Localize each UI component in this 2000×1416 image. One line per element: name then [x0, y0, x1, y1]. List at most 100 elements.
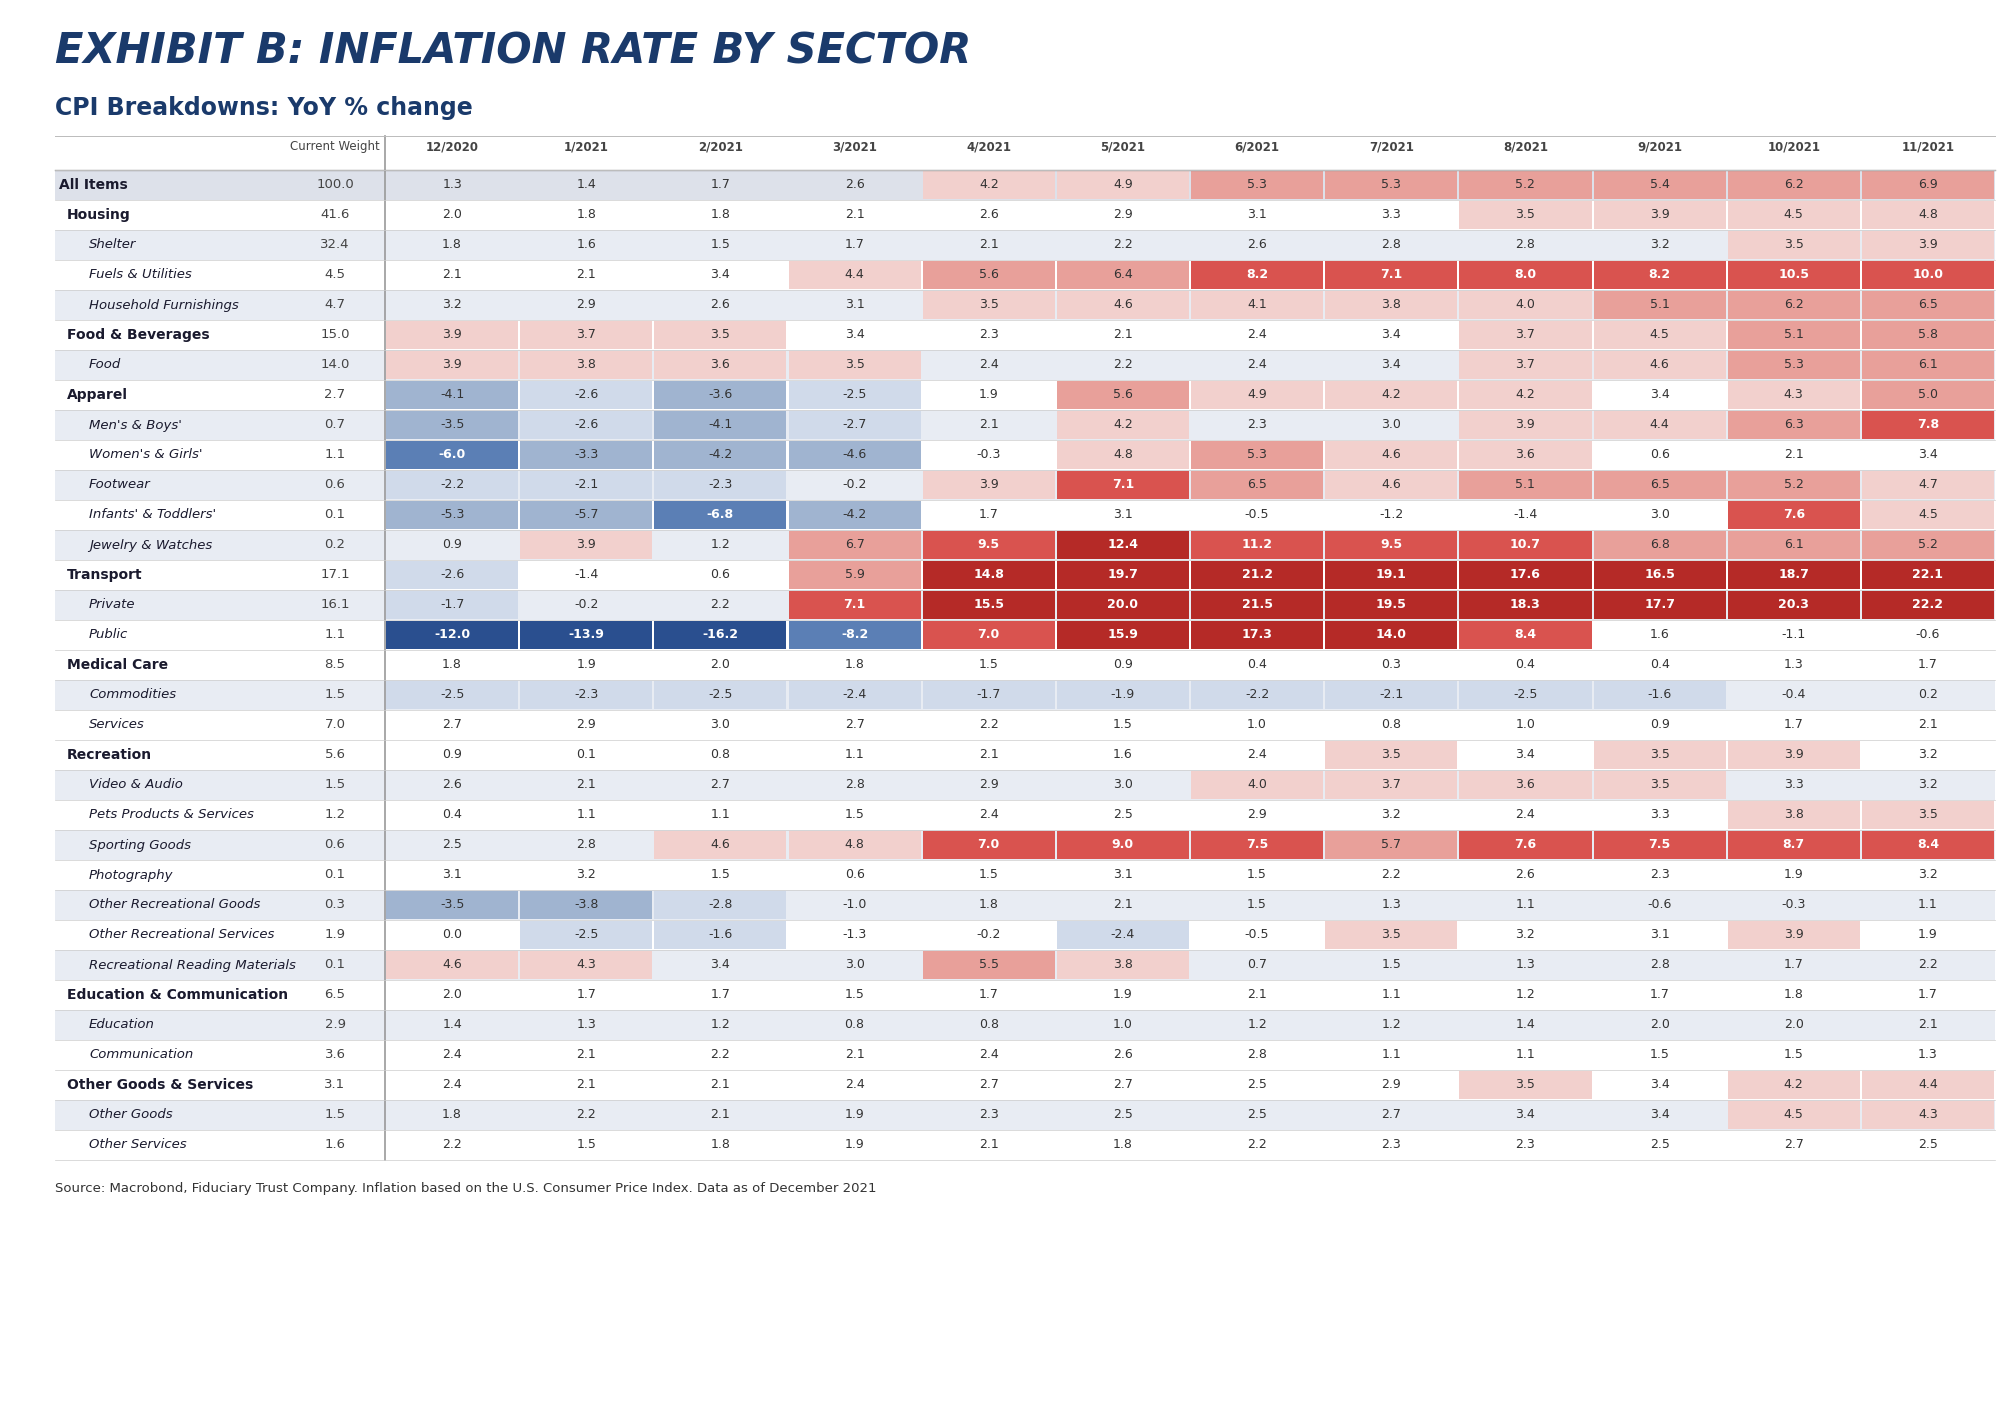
Bar [1728, 920, 1860, 949]
Text: 2.3: 2.3 [1516, 1138, 1536, 1151]
Text: 2.8: 2.8 [1248, 1048, 1268, 1062]
Text: 0.4: 0.4 [1650, 658, 1670, 671]
Bar [1862, 501, 1994, 530]
Text: 6.5: 6.5 [1248, 479, 1268, 491]
Bar [1056, 381, 1188, 409]
Text: 4.6: 4.6 [1114, 299, 1132, 312]
Text: 4.4: 4.4 [844, 269, 864, 282]
Bar [1326, 622, 1458, 649]
Text: -2.4: -2.4 [842, 688, 866, 701]
Bar [1460, 561, 1592, 589]
Text: 3.2: 3.2 [1918, 868, 1938, 882]
Bar [1862, 1070, 1994, 1099]
Bar [1728, 261, 1860, 289]
Text: 1.4: 1.4 [442, 1018, 462, 1031]
Text: 5.0: 5.0 [1918, 388, 1938, 402]
Text: 2.6: 2.6 [844, 178, 864, 191]
Text: 0.3: 0.3 [324, 899, 346, 912]
Text: 9.5: 9.5 [978, 538, 1000, 551]
Text: -0.5: -0.5 [1244, 929, 1270, 942]
Bar [654, 920, 786, 949]
Text: 4/2021: 4/2021 [966, 140, 1012, 153]
Text: 2.1: 2.1 [1114, 899, 1132, 912]
Text: 2.4: 2.4 [978, 1048, 998, 1062]
Bar [922, 681, 1054, 709]
Text: 14.8: 14.8 [974, 568, 1004, 582]
Text: 100.0: 100.0 [316, 178, 354, 191]
Text: 2.6: 2.6 [978, 208, 998, 221]
Text: 2.2: 2.2 [1918, 959, 1938, 971]
Text: 16.1: 16.1 [320, 599, 350, 612]
Text: 0.4: 0.4 [1248, 658, 1268, 671]
Text: 4.6: 4.6 [1382, 449, 1402, 462]
Text: Pets Products & Services: Pets Products & Services [88, 809, 254, 821]
Text: -1.7: -1.7 [440, 599, 464, 612]
Text: -0.2: -0.2 [976, 929, 1000, 942]
Text: 3.5: 3.5 [1516, 208, 1536, 221]
Text: 2.9: 2.9 [324, 1018, 346, 1031]
Text: 2.4: 2.4 [442, 1048, 462, 1062]
Text: 1.7: 1.7 [1784, 718, 1804, 732]
Text: 3.3: 3.3 [1650, 809, 1670, 821]
Text: 0.9: 0.9 [1112, 658, 1132, 671]
Bar [56, 860, 1996, 891]
Bar [1862, 831, 1994, 860]
Text: 2.5: 2.5 [1248, 1109, 1268, 1121]
Text: -2.5: -2.5 [1514, 688, 1538, 701]
Text: 1.8: 1.8 [710, 208, 730, 221]
Text: -3.3: -3.3 [574, 449, 598, 462]
Text: -0.2: -0.2 [574, 599, 598, 612]
Text: 10.5: 10.5 [1778, 269, 1810, 282]
Text: 2.2: 2.2 [710, 599, 730, 612]
Text: 2.0: 2.0 [1784, 1018, 1804, 1031]
Text: 5.9: 5.9 [844, 568, 864, 582]
Bar [1862, 381, 1994, 409]
Text: 10.0: 10.0 [1912, 269, 1944, 282]
Text: 6.1: 6.1 [1784, 538, 1804, 551]
Text: Infants' & Toddlers': Infants' & Toddlers' [88, 508, 216, 521]
Text: -2.5: -2.5 [574, 929, 598, 942]
Bar [386, 681, 518, 709]
Bar [56, 590, 1996, 620]
Text: Footwear: Footwear [88, 479, 150, 491]
Bar [1326, 440, 1458, 469]
Text: -4.1: -4.1 [708, 419, 732, 432]
Text: 4.8: 4.8 [1112, 449, 1132, 462]
Text: 5.3: 5.3 [1784, 358, 1804, 371]
Bar [386, 321, 518, 348]
Bar [1056, 952, 1188, 978]
Text: 12.4: 12.4 [1108, 538, 1138, 551]
Text: 1.8: 1.8 [442, 658, 462, 671]
Bar [56, 379, 1996, 411]
Text: 15.0: 15.0 [320, 329, 350, 341]
Text: 1.5: 1.5 [1650, 1048, 1670, 1062]
Bar [1460, 681, 1592, 709]
Text: 1.5: 1.5 [1382, 959, 1402, 971]
Text: 2.1: 2.1 [844, 208, 864, 221]
Bar [788, 411, 920, 439]
Text: 2.5: 2.5 [1112, 809, 1132, 821]
Text: 5.1: 5.1 [1784, 329, 1804, 341]
Text: 3.1: 3.1 [844, 299, 864, 312]
Bar [1728, 531, 1860, 559]
Bar [1460, 770, 1592, 799]
Text: 0.1: 0.1 [324, 868, 346, 882]
Text: 0.1: 0.1 [324, 959, 346, 971]
Text: 1.5: 1.5 [576, 1138, 596, 1151]
Text: 1.5: 1.5 [1112, 718, 1132, 732]
Text: -1.4: -1.4 [1514, 508, 1538, 521]
Text: 3.6: 3.6 [324, 1048, 346, 1062]
Text: 4.5: 4.5 [1650, 329, 1670, 341]
Text: 1.2: 1.2 [324, 809, 346, 821]
Bar [1594, 411, 1726, 439]
Text: 0.3: 0.3 [1382, 658, 1402, 671]
Text: 4.6: 4.6 [710, 838, 730, 851]
Text: 3.6: 3.6 [1516, 779, 1536, 792]
Bar [56, 350, 1996, 379]
Bar [1192, 531, 1324, 559]
Text: 14.0: 14.0 [320, 358, 350, 371]
Text: -1.2: -1.2 [1380, 508, 1404, 521]
Text: 1.5: 1.5 [978, 658, 998, 671]
Text: 3.5: 3.5 [1516, 1079, 1536, 1092]
Bar [520, 411, 652, 439]
